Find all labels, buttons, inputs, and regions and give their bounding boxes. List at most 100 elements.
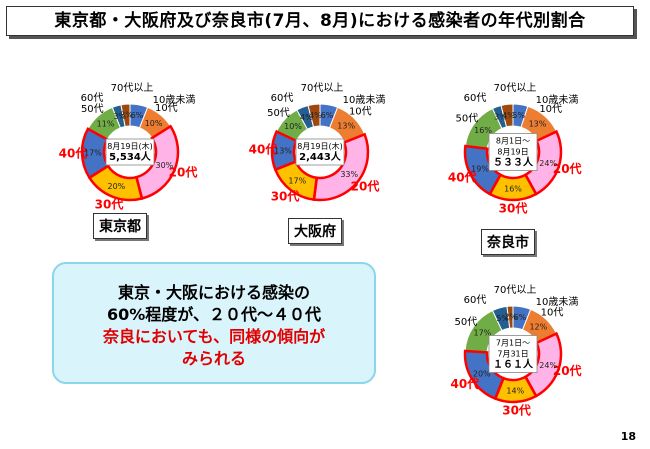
percent-label-40s: 13% bbox=[274, 146, 292, 155]
percent-label-40s: 20% bbox=[473, 369, 491, 378]
category-label-10s: 10代 bbox=[155, 102, 178, 114]
city-label-tokyo: 東京都 bbox=[93, 213, 147, 239]
highlight-outline-40s bbox=[80, 127, 110, 180]
slice-70plus bbox=[500, 103, 514, 128]
percent-label-70plus: 3% bbox=[120, 111, 133, 120]
message-box: 東京・大阪における感染の 60%程度が、２０代～４０代 奈良においても、同様の傾… bbox=[52, 262, 376, 384]
category-label-60s: 60代 bbox=[271, 92, 294, 104]
percent-label-20s: 33% bbox=[340, 170, 358, 179]
category-label-50s: 50代 bbox=[454, 316, 477, 328]
percent-label-40s: 17% bbox=[84, 149, 102, 158]
percent-label-60s: 3% bbox=[494, 113, 507, 122]
center-text: 8月1日～ bbox=[496, 137, 530, 146]
category-label-20s: 20代 bbox=[553, 363, 582, 378]
category-label-60s: 60代 bbox=[81, 92, 104, 104]
percent-label-under10: 5% bbox=[512, 111, 525, 120]
percent-label-50s: 16% bbox=[474, 126, 492, 135]
center-text: １６１人 bbox=[493, 358, 534, 371]
center-box bbox=[488, 335, 538, 373]
percent-label-60s: 3% bbox=[113, 112, 126, 121]
slice-70plus bbox=[120, 103, 131, 128]
message-line-2: 60%程度が、２０代～４０代 bbox=[107, 305, 321, 324]
percent-label-60s: 5% bbox=[496, 314, 509, 323]
category-label-40s: 40代 bbox=[249, 142, 278, 157]
percent-label-50s: 17% bbox=[474, 329, 492, 338]
percent-label-40s: 19% bbox=[471, 164, 489, 173]
category-label-30s: 30代 bbox=[95, 196, 124, 211]
percent-label-30s: 16% bbox=[504, 185, 522, 194]
percent-label-under10: 6% bbox=[514, 313, 527, 322]
category-label-30s: 30代 bbox=[499, 201, 528, 216]
percent-label-10s: 12% bbox=[529, 323, 547, 332]
percent-label-under10: 6% bbox=[321, 111, 334, 120]
category-label-under10: 10歳未満 bbox=[153, 94, 196, 106]
category-label-70plus: 70代以上 bbox=[494, 284, 537, 296]
category-label-10s: 10代 bbox=[349, 106, 372, 118]
category-label-10s: 10代 bbox=[539, 103, 562, 115]
category-label-50s: 50代 bbox=[267, 107, 290, 119]
message-line-3: 奈良においても、同様の傾向が bbox=[102, 327, 326, 346]
message-line-4: みられる bbox=[181, 349, 246, 368]
category-label-under10: 10歳未満 bbox=[536, 296, 579, 308]
slice-70plus bbox=[506, 305, 514, 329]
category-label-40s: 40代 bbox=[59, 145, 88, 160]
page-title: 東京都・大阪府及び奈良市(7月、8月)における感染者の年代別割合 bbox=[54, 11, 586, 31]
city-label-osaka: 大阪府 bbox=[288, 218, 342, 244]
percent-label-30s: 14% bbox=[506, 386, 524, 395]
category-label-under10: 10歳未満 bbox=[343, 94, 386, 106]
page-number: 18 bbox=[620, 430, 636, 443]
percent-label-20s: 24% bbox=[539, 159, 557, 168]
percent-label-10s: 13% bbox=[337, 121, 355, 130]
category-label-60s: 60代 bbox=[464, 92, 487, 104]
center-text: ５３３人 bbox=[493, 156, 534, 169]
highlight-outline-40s bbox=[270, 129, 299, 172]
slice-70plus bbox=[307, 103, 321, 128]
percent-label-50s: 11% bbox=[97, 120, 115, 129]
center-text: 7月1日～ bbox=[496, 339, 530, 348]
center-text: 8月19日 bbox=[497, 148, 528, 157]
category-label-50s: 50代 bbox=[456, 112, 479, 124]
city-label-nara: 奈良市 bbox=[481, 229, 535, 255]
center-text: 7月31日 bbox=[497, 350, 528, 359]
center-box bbox=[295, 138, 345, 166]
category-label-20s: 20代 bbox=[169, 164, 198, 179]
percent-label-10s: 10% bbox=[145, 119, 163, 128]
category-label-70plus: 70代以上 bbox=[301, 82, 344, 94]
percent-label-20s: 24% bbox=[539, 361, 557, 370]
percent-label-70plus: 4% bbox=[309, 111, 322, 120]
highlight-outline-20s bbox=[312, 132, 370, 202]
percent-label-20s: 30% bbox=[156, 161, 174, 170]
message-line-1: 東京・大阪における感染の bbox=[117, 283, 310, 302]
category-label-60s: 60代 bbox=[464, 294, 487, 306]
category-label-30s: 30代 bbox=[502, 402, 531, 417]
category-label-40s: 40代 bbox=[451, 376, 480, 391]
percent-label-70plus: 2% bbox=[504, 313, 517, 322]
category-label-under10: 10歳未満 bbox=[536, 94, 579, 106]
center-box bbox=[105, 138, 155, 166]
category-label-70plus: 70代以上 bbox=[494, 82, 537, 94]
category-label-50s: 50代 bbox=[81, 103, 104, 115]
percent-label-30s: 17% bbox=[288, 177, 306, 186]
center-text: 8月19日(木) bbox=[297, 141, 343, 151]
percent-label-50s: 10% bbox=[284, 122, 302, 131]
category-label-30s: 30代 bbox=[271, 189, 300, 204]
percent-label-60s: 4% bbox=[300, 113, 313, 122]
percent-label-under10: 6% bbox=[131, 111, 144, 120]
category-label-40s: 40代 bbox=[448, 169, 477, 184]
category-label-20s: 20代 bbox=[553, 161, 582, 176]
category-label-20s: 20代 bbox=[351, 178, 380, 193]
center-box bbox=[488, 133, 538, 171]
center-text: 5,534人 bbox=[109, 150, 152, 163]
category-label-10s: 10代 bbox=[541, 306, 564, 318]
center-text: 8月19日(木) bbox=[107, 141, 153, 151]
percent-label-30s: 20% bbox=[107, 182, 125, 191]
title-box: 東京都・大阪府及び奈良市(7月、8月)における感染者の年代別割合 bbox=[6, 6, 634, 36]
category-label-70plus: 70代以上 bbox=[111, 82, 154, 94]
highlight-outline-40s bbox=[463, 349, 506, 401]
center-text: 2,443人 bbox=[299, 150, 342, 163]
percent-label-70plus: 4% bbox=[502, 111, 515, 120]
